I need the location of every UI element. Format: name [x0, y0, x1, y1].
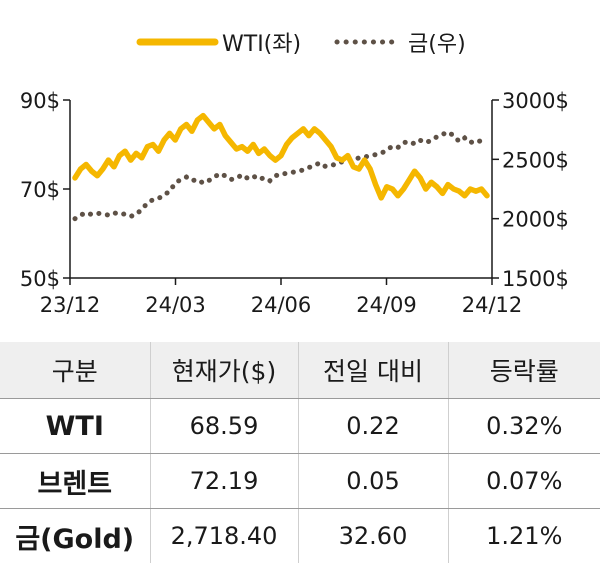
x-tick-label: 23/12 [40, 293, 101, 317]
price-cell: 72.19 [150, 454, 298, 509]
wti-line [75, 116, 487, 198]
legend-label-gold: 금(우) [408, 32, 466, 57]
rate-cell: 0.32% [448, 399, 600, 454]
row-label: 브렌트 [0, 454, 150, 509]
x-tick-label: 24/06 [251, 293, 312, 317]
header-change: 전일 대비 [298, 342, 448, 399]
x-tick-label: 24/03 [145, 293, 206, 317]
price-table: 구분 현재가($) 전일 대비 등락률 WTI 68.59 0.22 0.32%… [0, 342, 600, 563]
y-right-ticks: 3000$ 2500$ 2000$ 1500$ [492, 89, 569, 291]
row-label: WTI [0, 399, 150, 454]
change-cell: 0.05 [298, 454, 448, 509]
series-gold [75, 132, 487, 219]
x-tick-label: 24/12 [462, 293, 523, 317]
change-cell: 0.22 [298, 399, 448, 454]
table-row: WTI 68.59 0.22 0.32% [0, 399, 600, 454]
x-tick-label: 24/09 [356, 293, 417, 317]
y-right-tick-label: 1500$ [502, 267, 569, 291]
price-cell: 2,718.40 [150, 509, 298, 563]
y-left-tick-label: 50$ [20, 267, 60, 291]
table-row: 금(Gold) 2,718.40 32.60 1.21% [0, 509, 600, 563]
change-cell: 32.60 [298, 509, 448, 563]
y-left-tick-label: 70$ [20, 178, 60, 202]
rate-cell: 0.07% [448, 454, 600, 509]
y-right-tick-label: 3000$ [502, 89, 569, 113]
x-ticks: 23/12 24/03 24/06 24/09 24/12 [40, 278, 523, 317]
chart-legend: WTI(좌) 금(우) [140, 32, 466, 57]
series-wti [75, 116, 487, 198]
header-category: 구분 [0, 342, 150, 399]
y-right-tick-label: 2500$ [502, 148, 569, 172]
header-rate: 등락률 [448, 342, 600, 399]
price-chart: WTI(좌) 금(우) 90$ 70$ 50$ 3000$ 2500$ 2000$ 150… [0, 0, 600, 330]
header-price: 현재가($) [150, 342, 298, 399]
rate-cell: 1.21% [448, 509, 600, 563]
price-cell: 68.59 [150, 399, 298, 454]
legend-label-wti: WTI(좌) [222, 32, 301, 57]
y-left-ticks: 90$ 70$ 50$ [20, 89, 70, 291]
table-row: 브렌트 72.19 0.05 0.07% [0, 454, 600, 509]
table-header-row: 구분 현재가($) 전일 대비 등락률 [0, 342, 600, 399]
gold-line [75, 132, 487, 219]
y-left-tick-label: 90$ [20, 89, 60, 113]
y-right-tick-label: 2000$ [502, 208, 569, 232]
row-label: 금(Gold) [0, 509, 150, 563]
